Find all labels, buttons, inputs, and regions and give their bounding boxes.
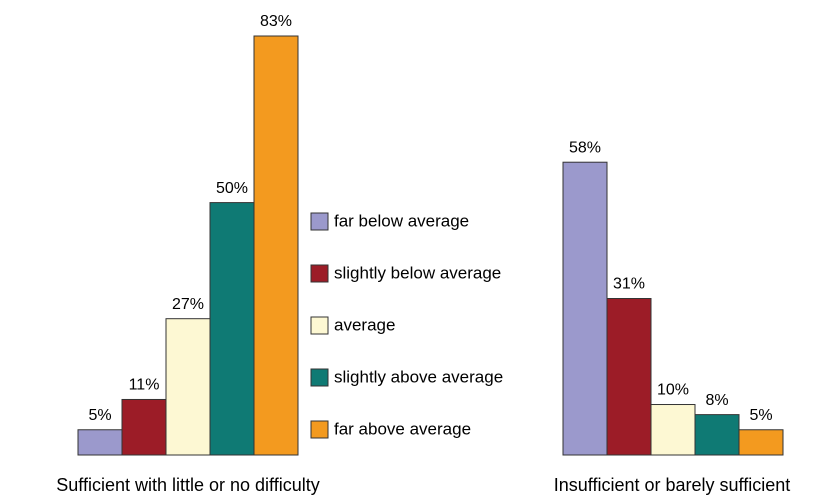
legend-swatch (310, 212, 329, 231)
value-label: 83% (260, 13, 292, 30)
legend-swatch (310, 368, 329, 387)
bar (253, 35, 299, 456)
value-label: 10% (657, 382, 689, 399)
value-label: 5% (88, 407, 111, 424)
legend-label: slightly below average (334, 263, 501, 282)
bar (694, 414, 740, 456)
value-label: 50% (216, 180, 248, 197)
value-label: 58% (569, 139, 601, 156)
legend-swatch (310, 264, 329, 283)
bar (165, 318, 211, 456)
legend-label: far below average (334, 211, 469, 230)
legend-label: far above average (334, 419, 471, 438)
bar (738, 429, 784, 456)
value-label: 5% (749, 407, 772, 424)
bar (121, 398, 167, 456)
legend-label: slightly above average (334, 367, 503, 386)
x-tick-label: Insufficient or barely sufficient (554, 475, 790, 495)
x-tick-label: Sufficient with little or no difficulty (56, 475, 319, 495)
bar (77, 429, 123, 456)
bar (650, 404, 696, 456)
value-label: 8% (705, 392, 728, 409)
legend-swatch (310, 316, 329, 335)
bar (606, 298, 652, 456)
value-label: 27% (172, 296, 204, 313)
bar (562, 161, 608, 456)
value-label: 31% (613, 276, 645, 293)
legend-swatch (310, 420, 329, 439)
legend-label: average (334, 315, 395, 334)
bar (209, 202, 255, 456)
value-label: 11% (129, 377, 160, 394)
